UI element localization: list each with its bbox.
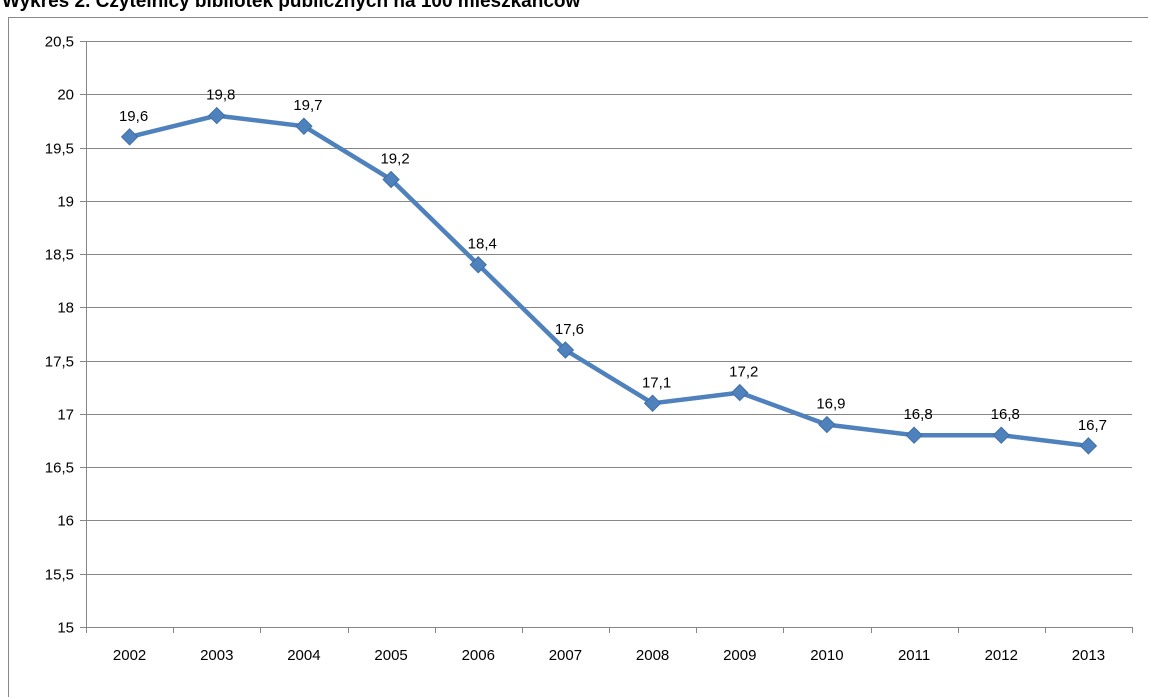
data-label: 17,1	[642, 374, 671, 391]
data-label: 19,7	[293, 97, 322, 114]
data-label: 18,4	[468, 236, 497, 253]
data-label: 16,8	[903, 406, 932, 423]
y-tick-label: 20,5	[45, 34, 74, 51]
axes: 15 15,5 16 16,5 17 17,5 18 18,5 19 19,5 20 20,5 2002…	[45, 34, 1133, 664]
x-tick-label: 2012	[985, 647, 1018, 664]
data-label: 19,2	[380, 151, 409, 168]
x-tick-label: 2008	[636, 647, 669, 664]
data-point	[643, 394, 662, 412]
series-polyline	[129, 113, 1089, 449]
y-tick-label: 15	[57, 620, 74, 637]
x-tick-label: 2005	[374, 647, 407, 664]
data-label: 17,2	[729, 364, 758, 381]
x-tick-label: 2013	[1072, 647, 1105, 664]
data-label: 19,8	[206, 87, 235, 104]
data-point	[295, 117, 313, 135]
data-label: 17,6	[555, 321, 584, 338]
data-label: 19,6	[119, 108, 148, 125]
data-point	[208, 106, 226, 125]
y-tick-label: 20	[57, 87, 74, 104]
chart-title: Wykres 2. Czytelnicy bibliotek publiczny…	[2, 0, 581, 12]
chart-frame	[8, 17, 1148, 697]
x-tick-label: 2007	[549, 647, 582, 664]
x-tick-label: 2002	[113, 647, 146, 664]
y-tick-label: 17	[57, 407, 74, 424]
data-markers	[120, 106, 1098, 455]
x-tick-label: 2011	[898, 647, 930, 664]
data-label: 16,7	[1078, 417, 1107, 434]
data-point	[382, 170, 400, 189]
y-tick-label: 16,5	[45, 460, 74, 477]
data-point	[556, 341, 575, 359]
data-point	[731, 383, 749, 402]
y-tick-label: 17,5	[45, 354, 74, 371]
y-tick-label: 19	[57, 194, 74, 211]
y-tick-label: 15,5	[45, 567, 74, 584]
y-tick-label: 18,5	[45, 247, 74, 264]
data-label: 16,8	[991, 406, 1020, 423]
data-point	[992, 426, 1010, 444]
gridlines	[86, 41, 1132, 575]
y-tick-label: 16	[57, 513, 74, 530]
series-line	[129, 113, 1089, 449]
y-tick-label: 18	[57, 300, 74, 317]
x-tick-label: 2009	[723, 647, 756, 664]
data-labels: 19,6 19,8 19,7 19,2 18,4 17,6 17,1 17,2 16,9 16,8…	[119, 87, 1107, 434]
data-label: 16,9	[816, 396, 845, 413]
line-chart: 15 15,5 16 16,5 17 17,5 18 18,5 19 19,5 20 20,5 2002…	[45, 34, 1133, 664]
data-point	[1079, 437, 1098, 455]
x-tick-label: 2003	[200, 647, 233, 664]
data-point	[905, 426, 923, 444]
y-tick-label: 19,5	[45, 141, 74, 158]
data-point	[818, 415, 836, 434]
data-point	[469, 256, 487, 274]
x-tick-label: 2010	[810, 647, 843, 664]
x-tick-label: 2006	[462, 647, 495, 664]
x-tick-label: 2004	[287, 647, 320, 664]
data-point	[120, 128, 139, 146]
